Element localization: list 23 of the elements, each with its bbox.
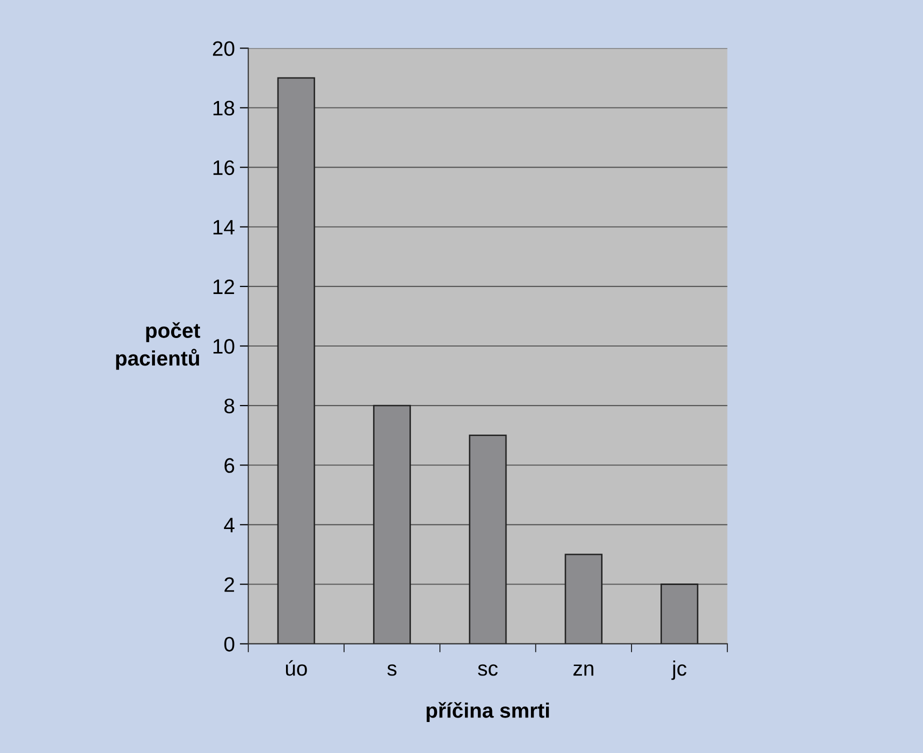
x-axis-title: příčina smrti: [426, 702, 549, 722]
y-tick-label: 6: [224, 458, 234, 473]
bar: [373, 404, 411, 644]
x-tick-label: úo: [286, 660, 307, 676]
bar: [660, 584, 698, 644]
x-tick-label: s: [387, 664, 396, 676]
x-tick-label: zn: [573, 664, 594, 676]
bar: [277, 77, 316, 644]
y-tick-label: 8: [224, 398, 234, 414]
y-tick-label: 20: [212, 41, 234, 56]
y-tick-label: 16: [214, 160, 234, 176]
x-tick-label: sc: [478, 664, 498, 676]
y-tick-label: 10: [214, 339, 234, 354]
y-axis-title: počet pacientů: [116, 322, 200, 370]
y-tick-label: 4: [224, 518, 234, 532]
y-tick-label: 14: [214, 220, 234, 234]
y-tick-label: 12: [214, 279, 234, 294]
x-tick-label: jc: [671, 660, 686, 680]
y-tick-label: 0: [224, 636, 234, 652]
bar: [468, 434, 507, 644]
bar: [564, 554, 603, 644]
y-tick-label: 2: [224, 577, 234, 592]
y-tick-label: 18: [214, 100, 234, 116]
